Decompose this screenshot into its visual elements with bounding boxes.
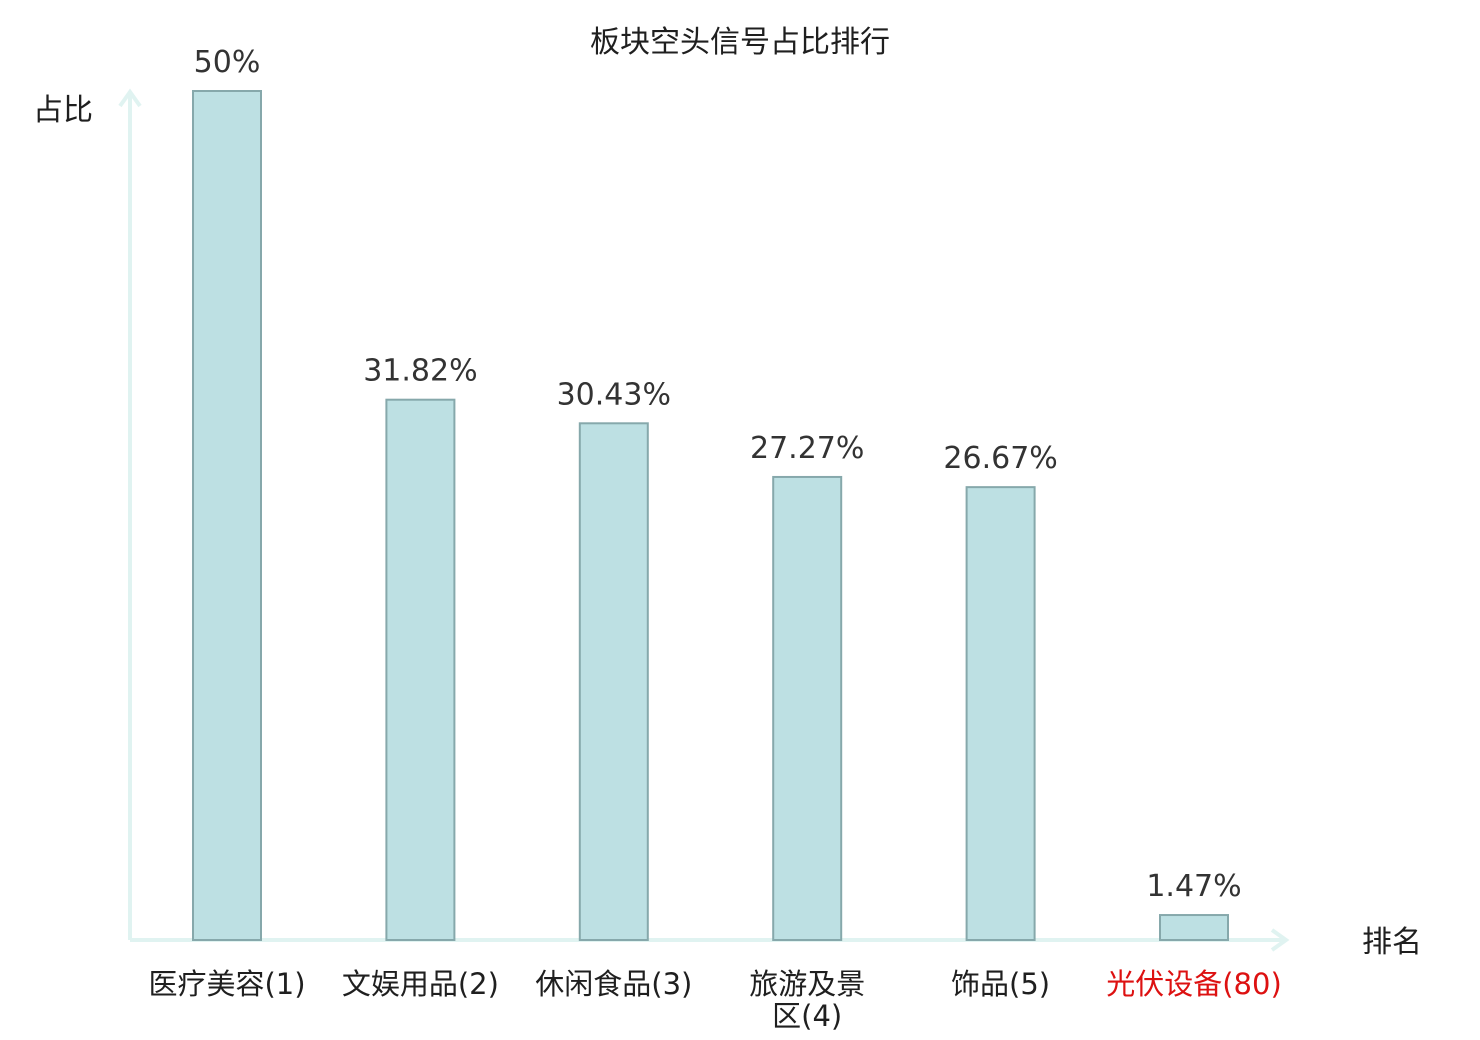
y-axis-label: 占比 [33, 93, 93, 128]
bar [385, 398, 456, 941]
category-label: 休闲食品(3) [535, 967, 692, 1001]
bar-value-label: 27.27% [750, 431, 864, 466]
bar [1159, 914, 1229, 942]
x-axis: 排名 [130, 925, 1422, 960]
bar-value-label: 26.67% [943, 441, 1057, 476]
chart-title: 板块空头信号占比排行 [590, 25, 890, 60]
bar [192, 90, 262, 941]
bar-value-label: 50% [194, 45, 261, 80]
category-label: 医疗美容(1) [148, 967, 305, 1001]
category-label: 光伏设备(80) [1106, 967, 1282, 1001]
category-label: 区(4) [772, 999, 842, 1033]
x-axis-arrow [1270, 928, 1290, 952]
y-axis-arrow [118, 88, 142, 108]
x-axis-label: 排名 [1362, 925, 1422, 960]
bar [578, 422, 649, 942]
y-axis: 占比 [33, 88, 142, 940]
value-labels-group: 50% 31.82% 30.43% 27.27% 26.67% 1.47% [194, 45, 1242, 904]
category-label: 文娱用品(2) [342, 967, 499, 1001]
bar-value-label: 31.82% [363, 354, 477, 389]
category-label: 旅游及景 [749, 967, 865, 1001]
bar [965, 486, 1036, 941]
category-label: 饰品(5) [951, 967, 1050, 1001]
bar [772, 475, 843, 941]
bar-value-label: 30.43% [557, 377, 671, 412]
bar-value-label: 1.47% [1146, 869, 1241, 904]
bars-group [192, 90, 1229, 942]
